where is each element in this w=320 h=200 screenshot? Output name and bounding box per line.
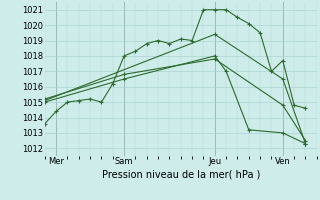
X-axis label: Pression niveau de la mer( hPa ): Pression niveau de la mer( hPa ) <box>102 169 260 179</box>
